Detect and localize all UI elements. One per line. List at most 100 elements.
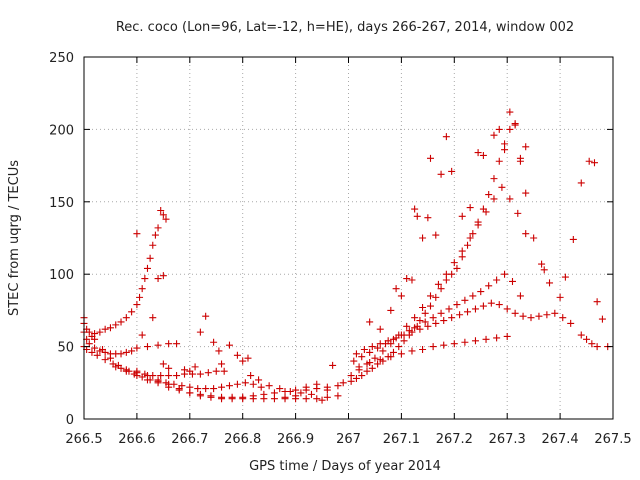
x-tick-label: 266.6 xyxy=(118,432,155,447)
x-tick-labels: 266.5 266.6 266.7 266.8 266.9 267 267.1 267.2 26… xyxy=(65,432,631,447)
data-point xyxy=(196,370,204,378)
data-point xyxy=(522,230,530,238)
data-point xyxy=(270,395,278,403)
ticks xyxy=(83,56,614,420)
data-point xyxy=(469,230,477,238)
data-point xyxy=(154,224,162,232)
data-point xyxy=(297,389,305,397)
y-tick-label: 100 xyxy=(49,268,74,283)
data-point xyxy=(535,312,543,320)
data-point xyxy=(434,280,442,288)
data-point xyxy=(442,270,450,278)
data-point xyxy=(429,343,437,351)
data-point xyxy=(360,345,368,353)
data-point xyxy=(466,234,474,242)
data-point xyxy=(244,354,252,362)
data-point xyxy=(302,383,310,391)
data-point xyxy=(210,338,218,346)
data-point xyxy=(501,146,509,154)
y-tick-label: 0 xyxy=(66,413,74,428)
data-point xyxy=(228,395,236,403)
x-tick-label: 267.1 xyxy=(383,432,420,447)
data-point xyxy=(445,305,453,313)
data-point xyxy=(413,212,421,220)
data-point xyxy=(482,208,490,216)
data-point xyxy=(196,392,204,400)
data-point xyxy=(522,189,530,197)
data-point xyxy=(99,345,107,353)
data-point xyxy=(490,195,498,203)
data-point xyxy=(429,314,437,322)
data-point xyxy=(194,385,202,393)
data-point xyxy=(122,348,130,356)
data-point xyxy=(239,357,247,365)
data-point xyxy=(165,340,173,348)
data-point xyxy=(249,380,257,388)
data-point xyxy=(101,325,109,333)
data-point xyxy=(157,372,165,380)
data-point xyxy=(106,324,114,332)
data-point xyxy=(503,332,511,340)
data-point xyxy=(551,309,559,317)
data-point xyxy=(395,343,403,351)
data-point xyxy=(426,292,434,300)
data-point xyxy=(352,374,360,382)
data-point xyxy=(265,382,273,390)
y-tick-label: 50 xyxy=(57,341,74,356)
data-point xyxy=(313,395,321,403)
data-point xyxy=(233,380,241,388)
data-point xyxy=(334,382,342,390)
data-point xyxy=(276,385,284,393)
data-point xyxy=(91,335,99,343)
data-point xyxy=(143,343,151,351)
grid-lines xyxy=(84,57,613,419)
data-point xyxy=(143,372,151,380)
data-point xyxy=(453,301,461,309)
data-point xyxy=(482,335,490,343)
data-point xyxy=(133,367,141,375)
x-tick-label: 266.9 xyxy=(277,432,314,447)
data-point xyxy=(149,241,157,249)
data-point xyxy=(514,209,522,217)
data-point xyxy=(426,154,434,162)
data-point xyxy=(437,309,445,317)
data-point xyxy=(122,367,130,375)
data-point xyxy=(225,341,233,349)
data-point xyxy=(374,360,382,368)
data-point xyxy=(157,206,165,214)
data-point xyxy=(432,231,440,239)
data-point xyxy=(384,337,392,345)
data-point xyxy=(196,328,204,336)
x-tick-label: 267 xyxy=(336,432,361,447)
data-point xyxy=(376,325,384,333)
data-point xyxy=(366,348,374,356)
data-point xyxy=(495,157,503,165)
data-point xyxy=(456,311,464,319)
data-point xyxy=(448,314,456,322)
y-tick-label: 200 xyxy=(49,123,74,138)
y-tick-labels: 0 50 100 150 200 250 xyxy=(49,51,74,428)
data-point xyxy=(159,360,167,368)
data-point xyxy=(421,318,429,326)
data-point xyxy=(117,350,125,358)
data-point xyxy=(516,157,524,165)
y-tick-label: 150 xyxy=(49,196,74,211)
x-tick-label: 267.2 xyxy=(436,432,473,447)
data-point xyxy=(329,361,337,369)
data-point xyxy=(493,334,501,342)
data-point xyxy=(133,301,141,309)
data-point xyxy=(583,335,591,343)
x-axis-label: GPS time / Days of year 2014 xyxy=(249,459,441,474)
data-point xyxy=(218,360,226,368)
data-point xyxy=(165,380,173,388)
data-point xyxy=(210,385,218,393)
data-point xyxy=(175,385,183,393)
data-point xyxy=(503,305,511,313)
data-point xyxy=(133,230,141,238)
data-point xyxy=(379,347,387,355)
data-point xyxy=(141,275,149,283)
data-point xyxy=(133,344,141,352)
data-point xyxy=(477,288,485,296)
data-point xyxy=(392,334,400,342)
data-point xyxy=(495,301,503,309)
